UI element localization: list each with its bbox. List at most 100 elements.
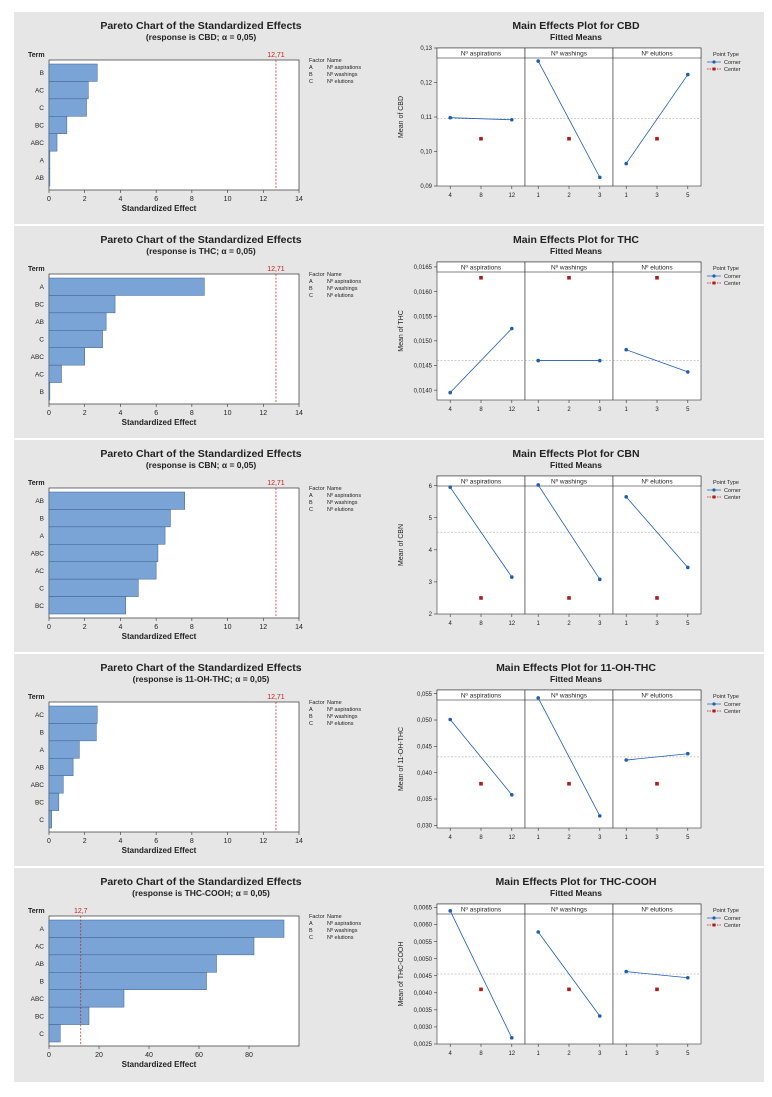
bar-ABC [48, 775, 64, 794]
legend-center-marker [712, 67, 716, 71]
facet-title: Nº aspirations [461, 479, 502, 486]
center-point [567, 136, 571, 141]
y-tick-label: 0,0155 [414, 314, 433, 320]
x-tick-label: 14 [295, 196, 303, 203]
y-tick-label: 0,0145 [414, 364, 433, 370]
y-tick-label: 0,0050 [414, 957, 433, 963]
bar-AB [48, 491, 185, 510]
term-label: AC [35, 712, 44, 719]
facet-header [612, 689, 702, 701]
corner-point [448, 390, 452, 395]
chart-title: Pareto Chart of the Standardized Effects [100, 20, 301, 32]
facet-header [612, 261, 702, 273]
corner-point [510, 117, 514, 122]
x-tick-label: 10 [224, 196, 232, 203]
legend-title: Point Type [713, 266, 739, 272]
x-tick-label: 20 [95, 1052, 103, 1059]
x-tick-label: 2 [83, 838, 87, 845]
legend-title: Point Type [713, 908, 739, 914]
main-thccooh-panel: Main Effects Plot for THC-COOH Fitted Mea… [389, 868, 764, 1082]
corner-point [598, 577, 602, 582]
term-label: ABC [31, 782, 45, 789]
legend-name: Nº aspirations [327, 920, 361, 927]
term-label: BC [35, 603, 44, 610]
x-tick-label: 2 [567, 1051, 571, 1057]
legend-corner-marker [712, 702, 716, 706]
y-tick-label: 3 [429, 580, 433, 586]
corner-point [598, 175, 602, 180]
term-label: C [39, 585, 44, 592]
facet-title: Nº elutions [641, 907, 673, 914]
term-label: ABC [31, 140, 45, 147]
x-tick-label: 4 [449, 1051, 453, 1057]
center-point [479, 596, 483, 600]
x-tick-label: 12 [259, 838, 267, 845]
pareto-cbn-chart: Pareto Chart of the Standardized Effects… [28, 448, 361, 641]
y-tick-label: 2 [429, 612, 433, 618]
legend-factor: A [309, 279, 313, 285]
facet-2 [524, 47, 614, 187]
x-tick-label: 1 [537, 1051, 541, 1057]
term-label: AB [35, 961, 44, 968]
legend-corner-label: Corner [724, 916, 741, 922]
x-tick-label: 6 [154, 410, 158, 417]
legend-title: Point Type [713, 52, 739, 58]
term-label: B [40, 70, 44, 77]
pareto-cbd-panel: Pareto Chart of the Standardized Effects… [14, 12, 389, 224]
bar-A [48, 277, 205, 296]
chart-subtitle: (response is 11-OH-THC; α = 0,05) [133, 674, 270, 684]
bar-A [48, 919, 285, 938]
legend-name-header: Name [327, 272, 342, 278]
x-tick-label: 5 [686, 193, 690, 199]
corner-point [510, 1036, 514, 1040]
corner-point [686, 370, 690, 374]
x-tick-label: 1 [625, 621, 629, 627]
corner-point [536, 930, 540, 934]
reference-label: 12,71 [267, 480, 285, 487]
legend-factor: B [309, 286, 313, 292]
y-tick-label: 0,12 [420, 81, 432, 87]
corner-point [624, 161, 628, 166]
term-label: AB [35, 175, 44, 182]
bar-BC [48, 1006, 90, 1025]
chart-subtitle: Fitted Means [550, 674, 602, 684]
term-label: AC [35, 371, 44, 378]
chart-subtitle: Fitted Means [550, 888, 602, 898]
facet-header [612, 475, 702, 487]
chart-subtitle: Fitted Means [550, 460, 602, 470]
term-header: Term [28, 908, 45, 915]
y-tick-label: 0,10 [420, 150, 432, 156]
term-label: A [40, 747, 45, 754]
term-label: AB [35, 498, 44, 505]
center-point [567, 987, 571, 992]
legend-corner-marker [712, 916, 716, 920]
legend-factor: C [309, 293, 313, 299]
corner-series-line [625, 74, 689, 164]
y-tick-label: 5 [429, 516, 433, 522]
legend-corner-label: Corner [724, 702, 741, 708]
y-axis-label: Mean of THC-COOH [398, 942, 405, 1007]
bar-BC [48, 596, 127, 615]
y-tick-label: 0,0140 [414, 388, 433, 394]
pareto-cbn-panel: Pareto Chart of the Standardized Effects… [14, 440, 389, 652]
bar-AC [48, 705, 98, 724]
bar-C [48, 1024, 61, 1043]
x-tick-label: 8 [190, 410, 194, 417]
x-tick-label: 2 [567, 193, 571, 199]
chart-subtitle: Fitted Means [550, 246, 602, 256]
x-tick-label: 80 [245, 1052, 253, 1059]
legend-title: Point Type [713, 694, 739, 700]
x-tick-label: 4 [118, 624, 122, 631]
x-tick-label: 8 [479, 1051, 483, 1057]
x-tick-label: 14 [295, 838, 303, 845]
facet-title: Nº washings [551, 51, 588, 58]
corner-point [686, 751, 690, 756]
legend-name-header: Name [327, 914, 342, 920]
bar-C [48, 330, 103, 348]
legend-corner-label: Corner [724, 488, 741, 494]
chart-title: Pareto Chart of the Standardized Effects [100, 234, 301, 246]
facet-title: Nº washings [551, 907, 588, 914]
term-label: A [40, 157, 45, 164]
